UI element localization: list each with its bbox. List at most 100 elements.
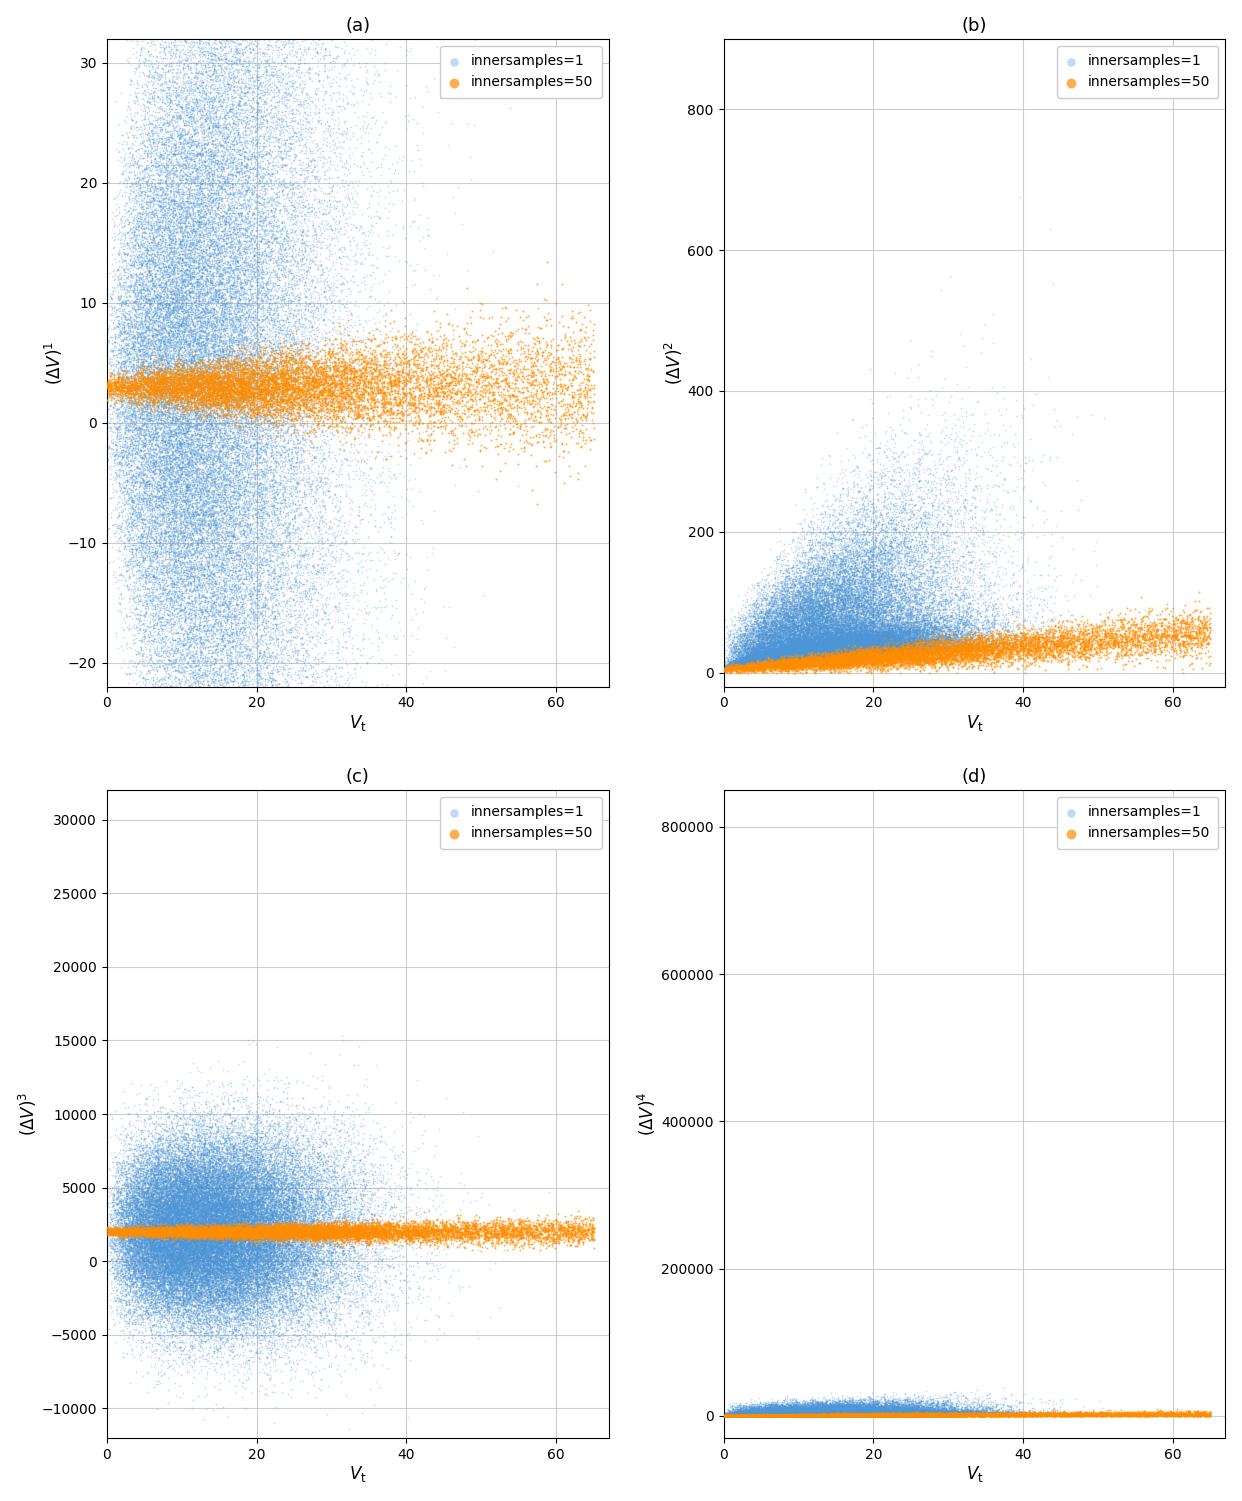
innersamples=50 [816, 1403, 836, 1427]
innersamples=1 [830, 575, 850, 599]
innersamples=1 [176, 964, 196, 988]
innersamples=1 [774, 1402, 794, 1426]
innersamples=1 [307, 1265, 327, 1289]
innersamples=1 [278, 1205, 298, 1229]
innersamples=1 [900, 635, 920, 659]
innersamples=50 [261, 366, 281, 390]
innersamples=1 [765, 651, 785, 675]
innersamples=1 [215, 1205, 235, 1229]
innersamples=1 [270, 384, 289, 408]
innersamples=50 [1088, 1400, 1108, 1424]
innersamples=1 [245, 1262, 265, 1286]
innersamples=1 [938, 554, 958, 578]
innersamples=1 [216, 1196, 236, 1220]
innersamples=1 [128, 438, 148, 462]
innersamples=1 [854, 618, 874, 642]
innersamples=1 [245, 1180, 265, 1204]
innersamples=1 [163, 1246, 183, 1270]
innersamples=1 [836, 612, 856, 636]
innersamples=1 [133, 338, 153, 362]
innersamples=1 [770, 1399, 790, 1423]
innersamples=1 [837, 1403, 857, 1427]
innersamples=1 [873, 1402, 893, 1426]
innersamples=1 [790, 647, 810, 671]
innersamples=1 [854, 596, 874, 620]
innersamples=1 [828, 1400, 848, 1424]
innersamples=1 [236, 1262, 256, 1286]
innersamples=1 [325, 47, 345, 71]
innersamples=1 [766, 1397, 786, 1421]
innersamples=1 [171, 446, 191, 470]
innersamples=1 [738, 653, 758, 677]
innersamples=1 [753, 650, 773, 674]
innersamples=1 [858, 1403, 878, 1427]
innersamples=1 [159, 1217, 179, 1241]
innersamples=1 [801, 1402, 821, 1426]
innersamples=1 [764, 650, 784, 674]
innersamples=1 [133, 377, 153, 401]
innersamples=1 [761, 644, 781, 668]
innersamples=1 [811, 563, 831, 587]
innersamples=1 [789, 632, 809, 656]
innersamples=50 [297, 1222, 317, 1246]
innersamples=1 [842, 1402, 862, 1426]
innersamples=1 [179, 1127, 199, 1151]
innersamples=1 [770, 1403, 790, 1427]
innersamples=1 [820, 1400, 840, 1424]
innersamples=1 [781, 630, 801, 654]
innersamples=1 [744, 1403, 764, 1427]
innersamples=1 [825, 1402, 845, 1426]
innersamples=1 [135, 1225, 155, 1249]
innersamples=1 [877, 534, 897, 558]
innersamples=1 [124, 1219, 144, 1243]
innersamples=1 [270, 1259, 289, 1283]
innersamples=1 [120, 1219, 140, 1243]
innersamples=1 [116, 1294, 135, 1318]
innersamples=1 [193, 254, 212, 278]
innersamples=50 [308, 360, 328, 384]
innersamples=1 [807, 1396, 827, 1420]
innersamples=1 [211, 1288, 231, 1312]
innersamples=50 [334, 384, 354, 408]
innersamples=1 [989, 623, 1009, 647]
innersamples=1 [202, 923, 222, 947]
innersamples=50 [1151, 611, 1171, 635]
innersamples=1 [153, 1264, 173, 1288]
innersamples=1 [861, 609, 881, 633]
innersamples=1 [190, 326, 210, 350]
innersamples=1 [775, 1403, 795, 1427]
innersamples=1 [814, 645, 833, 669]
innersamples=1 [806, 647, 826, 671]
innersamples=1 [823, 497, 843, 521]
innersamples=1 [256, 489, 276, 513]
innersamples=1 [817, 639, 837, 663]
innersamples=50 [268, 1216, 288, 1240]
innersamples=1 [929, 1402, 949, 1426]
innersamples=1 [857, 566, 877, 590]
innersamples=1 [863, 1403, 883, 1427]
innersamples=1 [774, 1394, 794, 1418]
innersamples=1 [846, 621, 866, 645]
innersamples=1 [814, 510, 833, 534]
innersamples=50 [417, 369, 437, 393]
innersamples=1 [356, 375, 376, 399]
innersamples=1 [760, 650, 780, 674]
innersamples=1 [143, 588, 163, 612]
innersamples=1 [180, 96, 200, 120]
innersamples=1 [274, 1282, 294, 1306]
innersamples=1 [130, 1246, 150, 1270]
innersamples=50 [374, 395, 394, 419]
innersamples=1 [830, 1403, 850, 1427]
innersamples=1 [907, 1400, 927, 1424]
innersamples=1 [842, 1402, 862, 1426]
innersamples=1 [732, 654, 751, 678]
innersamples=50 [340, 396, 360, 420]
innersamples=1 [262, 599, 282, 623]
innersamples=1 [222, 129, 242, 153]
innersamples=1 [166, 519, 186, 543]
innersamples=1 [804, 1402, 823, 1426]
innersamples=1 [118, 1223, 138, 1247]
innersamples=1 [740, 1403, 760, 1427]
innersamples=1 [802, 1402, 822, 1426]
innersamples=50 [727, 1403, 746, 1427]
